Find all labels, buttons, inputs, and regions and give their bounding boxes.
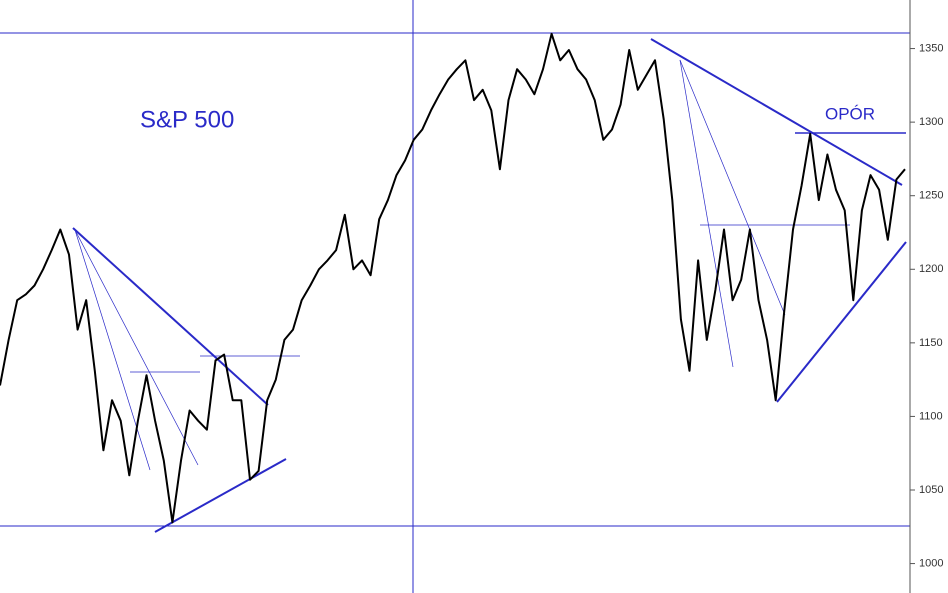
trend-line <box>154 458 287 533</box>
fan-line <box>74 229 151 471</box>
fan-line <box>74 229 199 466</box>
y-tick-label: 1100 <box>919 410 943 422</box>
y-tick-label: 1350 <box>919 42 943 54</box>
y-tick-label: 1050 <box>919 484 943 496</box>
y-tick-label: 1300 <box>919 116 943 128</box>
trend-line <box>776 241 907 403</box>
guides <box>0 0 911 593</box>
y-tick-label: 1150 <box>919 337 943 349</box>
fan-line <box>679 59 734 368</box>
annotation: OPÓR <box>825 104 875 123</box>
y-tick-label: 1200 <box>919 263 943 275</box>
fan-line <box>679 59 786 316</box>
trend-line <box>72 227 269 406</box>
y-tick-label: 1250 <box>919 190 943 202</box>
trend-line <box>650 38 903 186</box>
chart-title: S&P 500 <box>140 106 234 133</box>
price-line <box>0 32 906 524</box>
y-tick-label: 1000 <box>919 557 943 569</box>
